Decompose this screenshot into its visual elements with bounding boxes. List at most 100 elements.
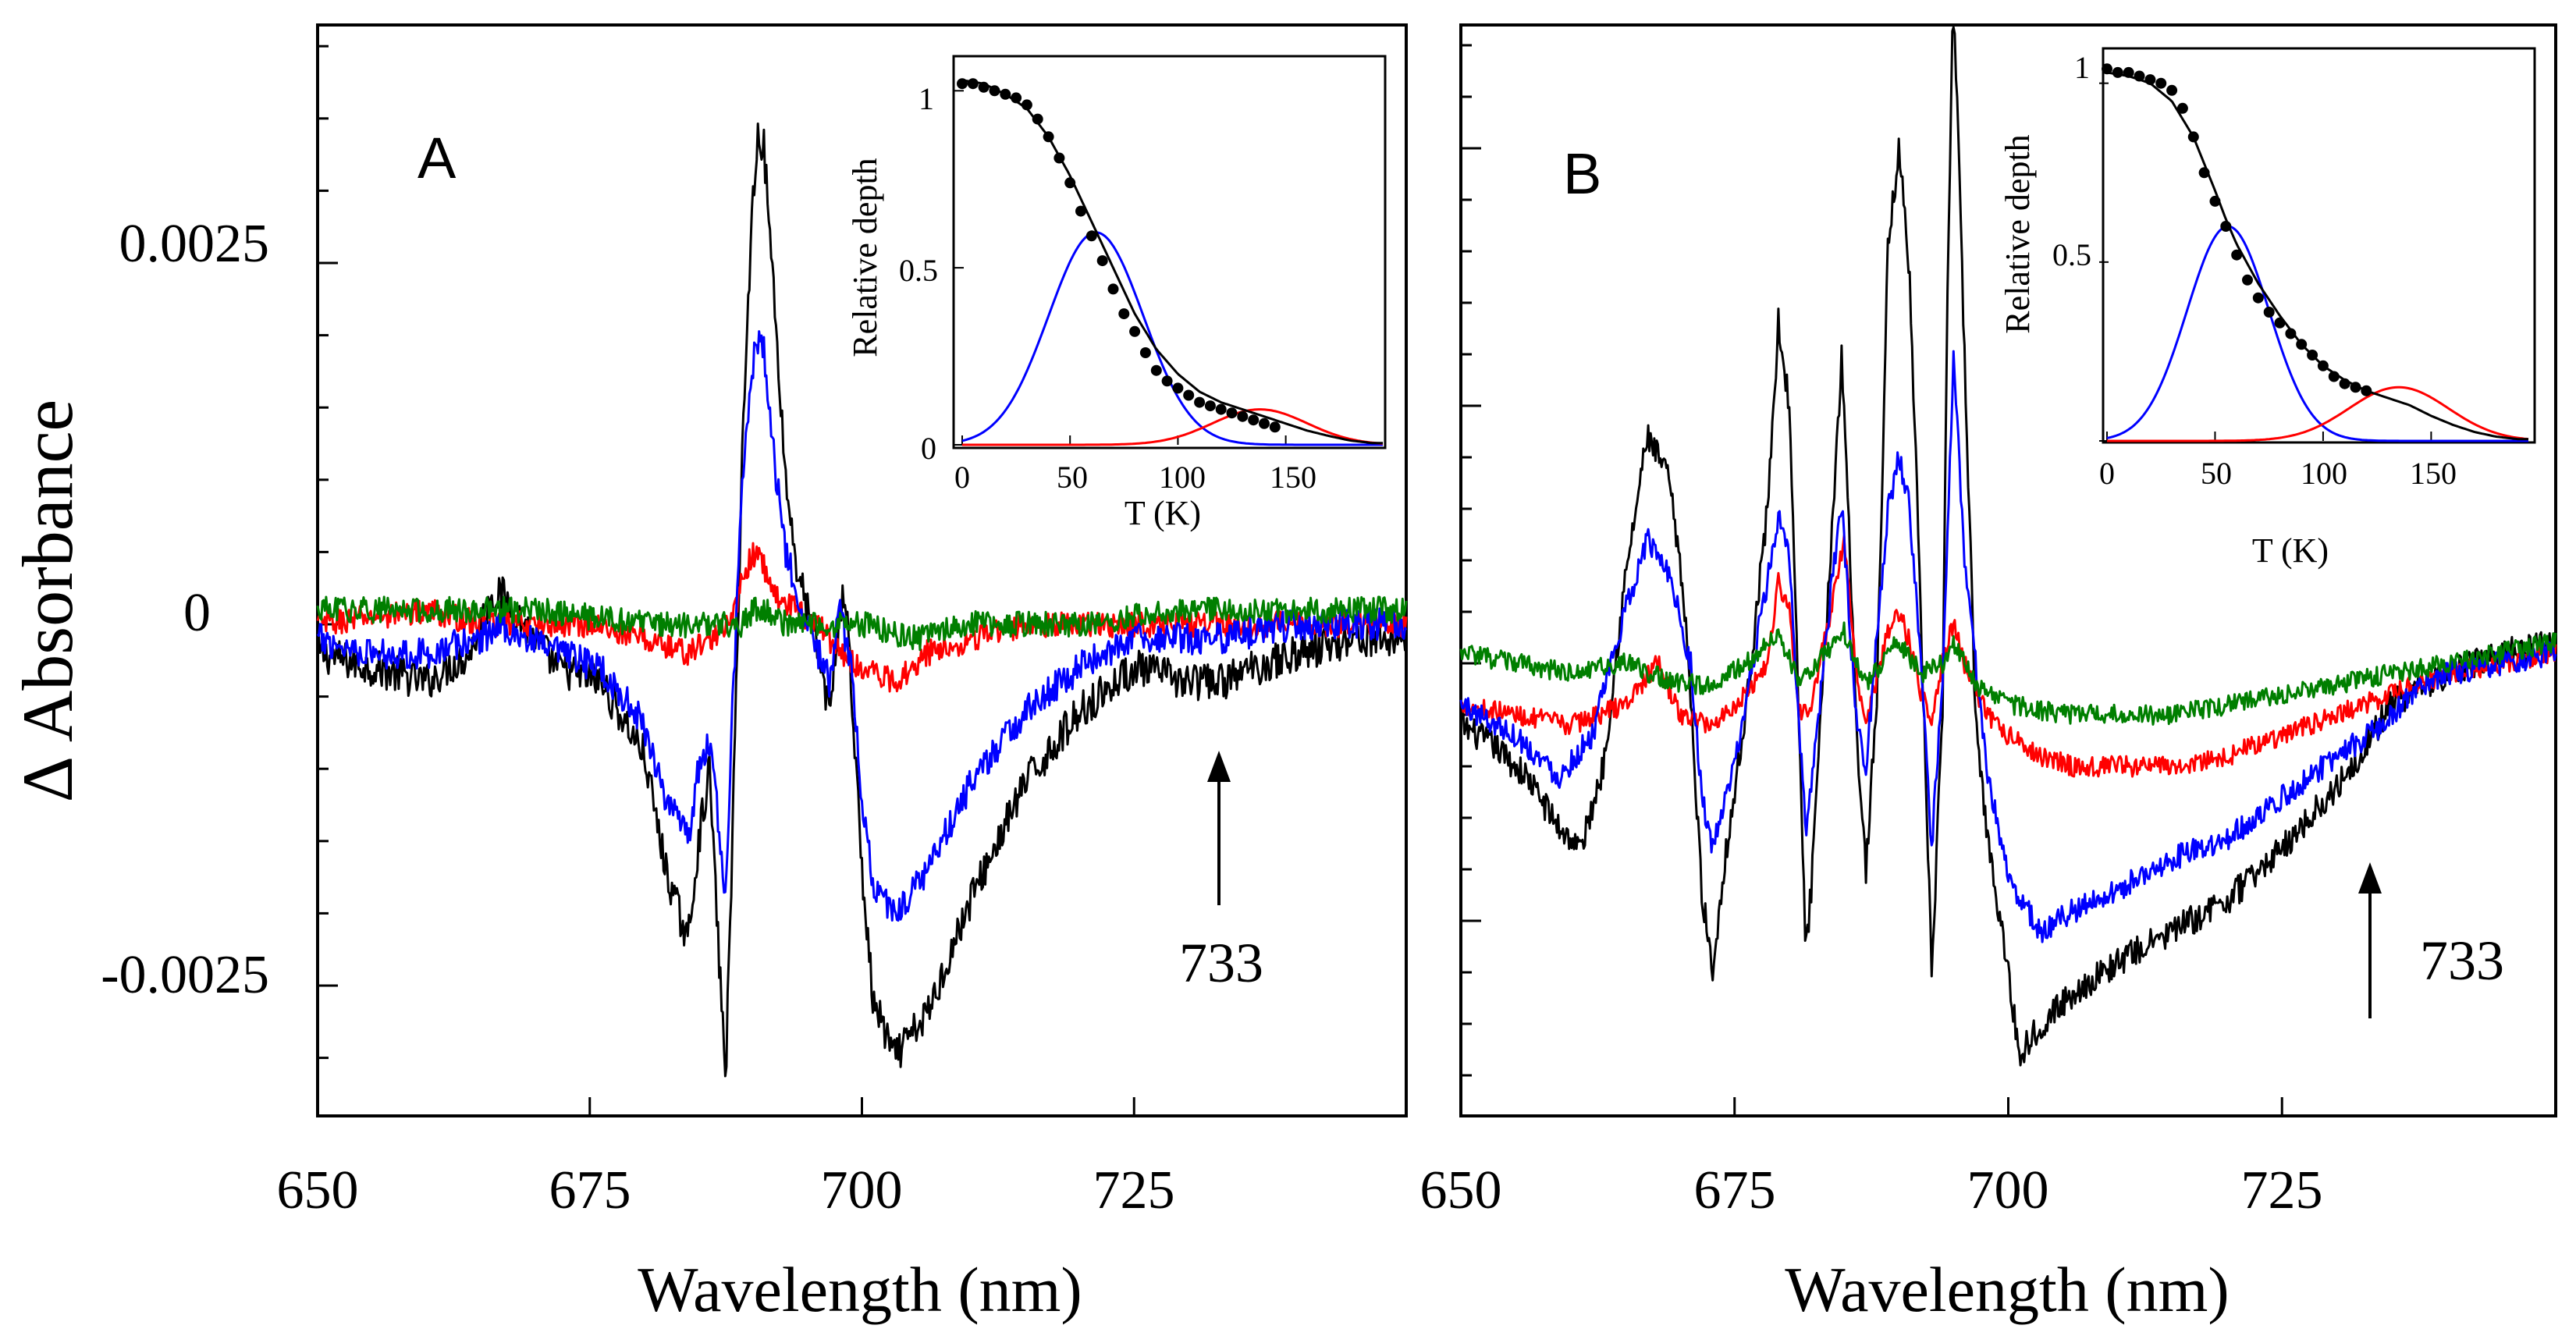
panel-b-inset-x-tick-0: 0 — [2099, 456, 2115, 491]
panel-a-inset-x-axis-title: T (K) — [1125, 494, 1201, 532]
panel-a-x-tick-675: 675 — [549, 1160, 631, 1220]
inset-data-point — [1032, 113, 1043, 125]
inset-data-point — [1248, 414, 1260, 426]
panel-a-inset-x-tick-0: 0 — [954, 460, 970, 495]
inset-data-point — [2123, 66, 2134, 78]
panel-a-label: A — [417, 126, 457, 190]
inset-data-point — [2112, 66, 2123, 78]
panel-b-inset-frame — [2102, 47, 2536, 444]
inset-data-point — [1139, 347, 1151, 358]
inset-data-point — [1204, 400, 1216, 412]
inset-data-point — [2187, 131, 2199, 143]
panel-a-x-tick-700: 700 — [821, 1160, 903, 1220]
inset-data-point — [1226, 407, 1238, 419]
inset-data-point — [989, 85, 1000, 97]
inset-data-point — [2307, 350, 2318, 361]
inset-data-point — [1043, 131, 1054, 143]
inset-data-point — [2209, 195, 2221, 207]
panel-b-x-tick-675: 675 — [1694, 1160, 1776, 1220]
panel-a-inset-x-tick-100: 100 — [1159, 460, 1206, 495]
inset-data-point — [1053, 152, 1065, 164]
y-tick-label-neg0.0025: -0.0025 — [101, 945, 269, 1005]
inset-data-point — [1021, 99, 1032, 111]
inset-data-point — [1215, 403, 1227, 415]
series-green — [316, 595, 1408, 652]
panel-b-inset-content — [2099, 63, 2529, 442]
inset-data-point — [1150, 364, 1162, 376]
inset-data-point — [2296, 339, 2308, 350]
panel-a-series — [316, 123, 1408, 1078]
inset-data-point — [2285, 328, 2297, 339]
panel-a-inset-x-tick-50: 50 — [1057, 460, 1088, 495]
inset-data-point — [2134, 70, 2145, 82]
series-black — [316, 123, 1408, 1078]
panel-b-x-tick-700: 700 — [1967, 1160, 2049, 1220]
inset-component-red — [962, 408, 1384, 446]
inset-data-point — [1237, 410, 1249, 422]
panel-a-inset-y-axis-title: Relative depth — [846, 158, 884, 357]
panel-a-x-tick-650: 650 — [277, 1160, 359, 1220]
inset-data-point — [1183, 389, 1195, 401]
inset-data-point — [2220, 221, 2232, 232]
panel-b: B 650 675 700 725 Wavelength (nm) 733 1 … — [1420, 23, 2557, 1325]
y-tick-label-0.0025: 0.0025 — [119, 214, 270, 274]
inset-data-point — [2155, 77, 2167, 89]
inset-fit-line — [2106, 71, 2528, 441]
panel-a-inset-y-tick-0: 0 — [921, 431, 936, 466]
panel-a-inset-x-tick-150: 150 — [1270, 460, 1316, 495]
inset-data-point — [2198, 167, 2210, 179]
inset-data-point — [957, 78, 968, 90]
panel-a-inset-y-tick-1: 1 — [918, 81, 934, 116]
panel-b-label: B — [1563, 141, 1601, 206]
panel-b-x-tick-650: 650 — [1420, 1160, 1502, 1220]
inset-data-point — [2317, 360, 2329, 371]
panel-b-x-tick-725: 725 — [2241, 1160, 2323, 1220]
inset-data-point — [2274, 317, 2286, 329]
series-blue — [1459, 350, 2557, 943]
inset-fit-line — [961, 79, 1383, 445]
inset-data-point — [978, 81, 990, 93]
panel-b-inset: 1 0.5 0 50 100 150 T (K) Relative depth — [1999, 47, 2536, 570]
inset-data-point — [2231, 249, 2243, 261]
panel-a-inset: 1 0.5 0 0 50 100 150 T (K) Relative dept… — [846, 55, 1387, 532]
inset-data-point — [2339, 378, 2350, 389]
inset-data-point — [2242, 274, 2253, 286]
panel-b-inset-x-axis-title: T (K) — [2252, 531, 2329, 570]
inset-data-point — [2144, 74, 2156, 86]
panel-b-inset-y-tick-1: 1 — [2074, 50, 2090, 85]
panel-b-inset-x-tick-150: 150 — [2410, 456, 2457, 491]
inset-data-point — [1172, 382, 1184, 394]
panel-a-inset-y-tick-0.5: 0.5 — [899, 253, 938, 288]
inset-data-point — [2361, 385, 2372, 396]
panel-a-x-axis-title: Wavelength (nm) — [638, 1254, 1082, 1325]
panel-b-inset-y-axis-title: Relative depth — [1999, 134, 2037, 333]
inset-data-point — [2350, 382, 2361, 393]
inset-data-point — [1269, 421, 1281, 433]
inset-component-blue — [2106, 225, 2528, 442]
inset-data-point — [2263, 307, 2275, 318]
inset-data-point — [1064, 177, 1076, 189]
inset-data-point — [2328, 371, 2340, 382]
panel-a-annotation-733: 733 — [1179, 932, 1263, 994]
inset-data-point — [1096, 255, 1108, 267]
inset-data-point — [1085, 230, 1097, 242]
panel-b-x-axis-title: Wavelength (nm) — [1785, 1254, 2229, 1325]
inset-data-point — [1107, 283, 1119, 295]
panel-b-annotation-733: 733 — [2420, 929, 2504, 992]
inset-data-point — [1161, 375, 1173, 387]
panel-b-ticks — [1459, 44, 2283, 1116]
inset-component-red — [2107, 385, 2529, 442]
panel-a: A 650 675 700 725 Wavelength (nm) 733 1 … — [277, 23, 1408, 1325]
panel-a-annotation-arrowhead — [1207, 751, 1231, 782]
panel-b-inset-x-tick-100: 100 — [2301, 456, 2347, 491]
series-green — [1459, 621, 2557, 726]
panel-a-inset-content — [954, 78, 1384, 446]
panel-a-x-tick-725: 725 — [1093, 1160, 1175, 1220]
y-tick-label-0: 0 — [183, 583, 211, 643]
y-axis-title: Δ Absorbance — [8, 400, 87, 802]
inset-data-point — [2176, 102, 2188, 114]
inset-data-point — [1011, 92, 1022, 104]
inset-data-point — [1000, 88, 1011, 100]
panel-b-inset-y-tick-0.5: 0.5 — [2052, 237, 2091, 272]
